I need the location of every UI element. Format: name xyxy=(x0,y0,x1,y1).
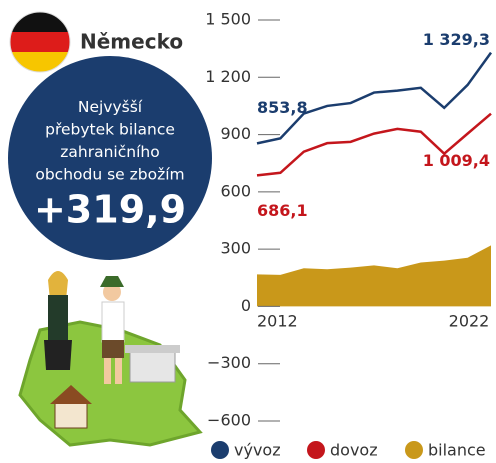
y-tick-label: −300 xyxy=(207,353,251,372)
legend-label: bilance xyxy=(428,441,486,460)
x-tick-label: 2022 xyxy=(449,312,490,331)
flag xyxy=(10,12,70,72)
y-tick-label: −600 xyxy=(207,411,251,430)
y-tick-label: 900 xyxy=(220,124,251,143)
area xyxy=(257,245,491,307)
highlight-value: +319,9 xyxy=(34,188,186,232)
legend-label: dovoz xyxy=(330,441,378,460)
line xyxy=(256,112,492,177)
legend-swatch xyxy=(307,441,325,459)
highlight-text: Nejvyšší přebytek bilance zahraničního obch… xyxy=(35,98,184,184)
value-label: 853,8 xyxy=(257,98,308,117)
y-tick-label: 1 500 xyxy=(205,10,251,29)
y-tick-label: 600 xyxy=(220,181,251,200)
value-label: 686,1 xyxy=(257,201,308,220)
country-title: Německo xyxy=(80,30,183,54)
legend-swatch xyxy=(405,441,423,459)
illustration xyxy=(18,271,203,447)
y-tick-label: 1 200 xyxy=(205,67,251,86)
value-label: 1 329,3 xyxy=(423,30,490,49)
legend-swatch xyxy=(211,441,229,459)
x-tick-label: 2012 xyxy=(257,312,298,331)
line xyxy=(256,51,493,145)
y-tick-label: 300 xyxy=(220,239,251,258)
y-tick-label: 0 xyxy=(241,296,251,315)
highlight-circle xyxy=(8,56,212,260)
value-label: 1 009,4 xyxy=(423,151,490,170)
legend-label: vývoz xyxy=(234,441,281,460)
